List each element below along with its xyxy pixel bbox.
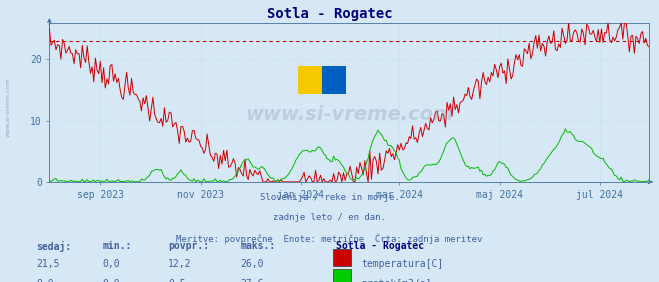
Text: temperatura[C]: temperatura[C] [361, 259, 444, 268]
Text: www.si-vreme.com: www.si-vreme.com [245, 105, 453, 124]
Text: zadnje leto / en dan.: zadnje leto / en dan. [273, 213, 386, 222]
Text: 12,2: 12,2 [168, 259, 192, 268]
Text: sedaj:: sedaj: [36, 241, 71, 252]
Text: povpr.:: povpr.: [168, 241, 209, 251]
Text: maks.:: maks.: [241, 241, 275, 251]
Bar [322, 66, 346, 94]
Text: Sotla - Rogatec: Sotla - Rogatec [336, 241, 424, 251]
Text: min.:: min.: [102, 241, 132, 251]
Text: pretok[m3/s]: pretok[m3/s] [361, 279, 432, 282]
Bar [299, 66, 322, 94]
Text: www.si-vreme.com: www.si-vreme.com [5, 78, 11, 137]
Text: 26,0: 26,0 [241, 259, 264, 268]
Text: Slovenija / reke in morje.: Slovenija / reke in morje. [260, 193, 399, 202]
Text: 0,5: 0,5 [168, 279, 186, 282]
Text: 21,5: 21,5 [36, 259, 60, 268]
Text: Meritve: povprečne  Enote: metrične  Črta: zadnja meritev: Meritve: povprečne Enote: metrične Črta:… [177, 234, 482, 244]
Text: 0,0: 0,0 [102, 279, 120, 282]
Text: 0,0: 0,0 [102, 259, 120, 268]
Text: 27,6: 27,6 [241, 279, 264, 282]
Text: 0,0: 0,0 [36, 279, 54, 282]
Text: Sotla - Rogatec: Sotla - Rogatec [267, 7, 392, 21]
